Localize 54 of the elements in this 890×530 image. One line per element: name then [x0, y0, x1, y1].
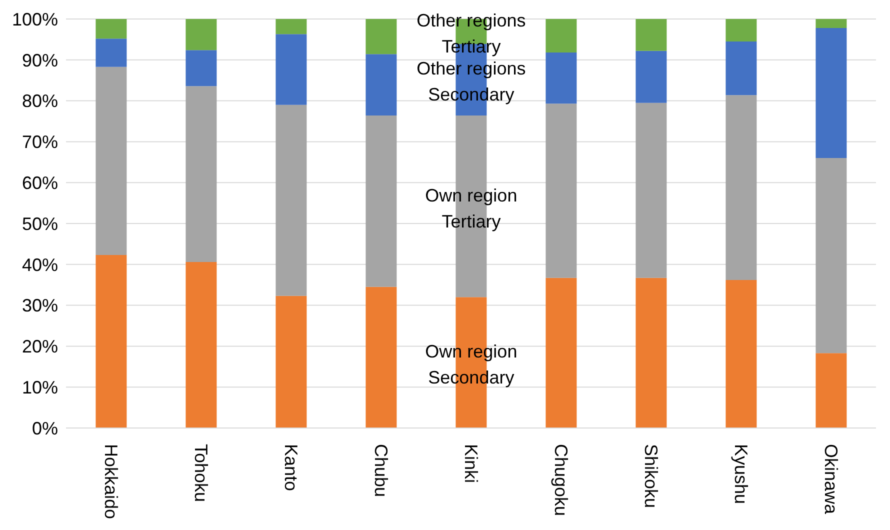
bar: [726, 95, 757, 280]
x-tick-label: Okinawa: [821, 444, 841, 516]
y-tick-label: 80%: [22, 91, 58, 112]
x-tick-label: Tohoku: [191, 444, 211, 502]
bar: [96, 254, 127, 428]
series-label: Own region Tertiary: [425, 185, 518, 232]
bar: [96, 66, 127, 255]
bar: [96, 19, 127, 39]
bar: [726, 19, 757, 42]
bar: [276, 296, 307, 428]
bar: [276, 34, 307, 105]
bar: [726, 280, 757, 428]
bar: [186, 19, 217, 50]
x-tick-label: Shikoku: [641, 444, 661, 508]
y-tick-label: 0%: [32, 418, 58, 438]
bar: [546, 104, 577, 278]
bar: [366, 19, 397, 54]
bar: [816, 19, 847, 28]
x-tick-label: Kyushu: [731, 444, 751, 504]
x-tick-label: Chugoku: [551, 444, 571, 516]
bar: [816, 353, 847, 428]
bar: [636, 50, 667, 103]
x-tick-label: Hokkaido: [101, 444, 121, 520]
y-tick-label: 70%: [22, 132, 58, 152]
bar: [816, 28, 847, 158]
bar: [546, 278, 577, 428]
bar: [366, 116, 397, 287]
bar: [636, 278, 667, 428]
y-tick-label: 40%: [22, 254, 58, 275]
bar: [816, 158, 847, 354]
bar: [186, 86, 217, 262]
bar: [186, 262, 217, 428]
bar: [96, 38, 127, 67]
bar: [546, 19, 577, 53]
y-tick-label: 100%: [12, 9, 58, 30]
bar: [366, 286, 397, 428]
y-tick-label: 60%: [22, 172, 58, 193]
x-tick-label: Chubu: [371, 444, 391, 498]
bar: [726, 41, 757, 96]
y-tick-label: 30%: [22, 296, 58, 316]
bar: [546, 52, 577, 104]
bar: [276, 19, 307, 34]
bar: [186, 50, 217, 86]
x-tick-label: Kanto: [281, 444, 301, 492]
bar: [636, 19, 667, 51]
y-tick-label: 90%: [22, 50, 58, 70]
y-tick-label: 20%: [22, 336, 58, 357]
x-tick-label: Kinki: [461, 444, 481, 484]
series-label: Other regions Tertiary: [416, 10, 526, 56]
bar: [636, 102, 667, 278]
bar: [366, 54, 397, 116]
bar: [276, 104, 307, 296]
y-tick-label: 50%: [22, 214, 58, 234]
y-tick-label: 10%: [22, 377, 58, 398]
